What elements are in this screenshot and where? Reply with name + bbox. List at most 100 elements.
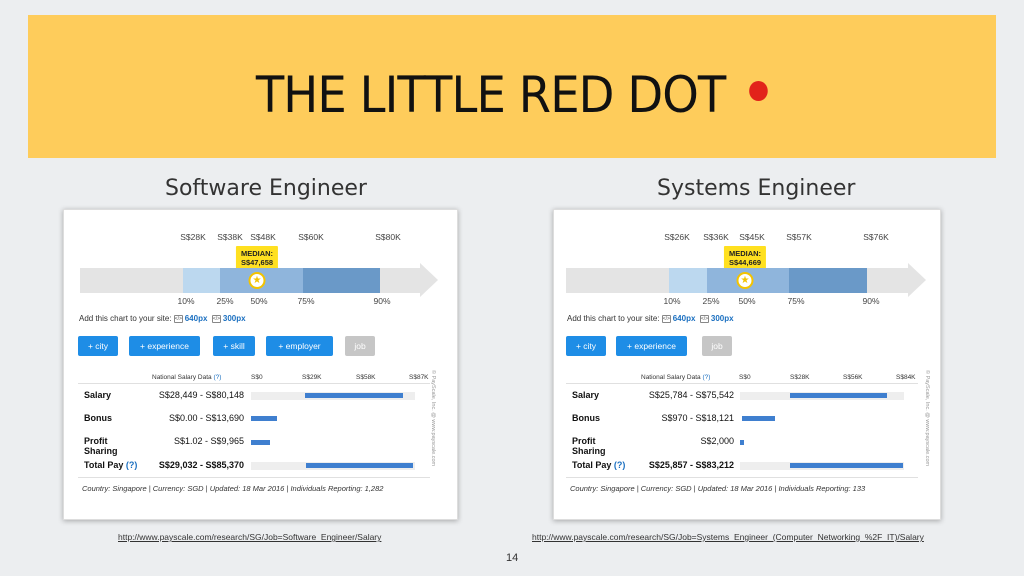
range-bar xyxy=(790,463,903,468)
row-value-profit: S$2,000 xyxy=(700,436,734,446)
right-job-heading: Systems Engineer xyxy=(657,176,856,201)
axis-label: S$0 xyxy=(251,374,263,381)
top-tick: S$80K xyxy=(375,232,401,242)
left-source-link[interactable]: http://www.payscale.com/research/SG/Job=… xyxy=(118,532,382,542)
range-track xyxy=(740,415,904,423)
band-10-25 xyxy=(669,268,707,293)
help-link[interactable]: (?) xyxy=(702,374,711,381)
top-tick: S$76K xyxy=(863,232,889,242)
range-track xyxy=(251,439,415,447)
range-track xyxy=(740,392,904,400)
job-button[interactable]: job xyxy=(702,336,732,356)
add-city-button[interactable]: + city xyxy=(78,336,118,356)
range-bar xyxy=(305,393,403,398)
bottom-tick: 75% xyxy=(787,296,805,306)
help-link[interactable]: (?) xyxy=(125,460,138,470)
row-value-total: S$29,032 - S$85,370 xyxy=(158,460,244,470)
top-tick: S$38K xyxy=(217,232,243,242)
range-track xyxy=(251,415,415,423)
range-bar xyxy=(251,416,277,421)
add-skill-button[interactable]: + skill xyxy=(213,336,255,356)
row-label-profit: Profit Sharing xyxy=(84,436,118,456)
job-button[interactable]: job xyxy=(345,336,375,356)
range-bar xyxy=(251,440,270,445)
embed-300-link[interactable]: 300px xyxy=(710,314,734,323)
range-bar xyxy=(306,463,413,468)
embed-640-link[interactable]: 640px xyxy=(672,314,696,323)
red-dot-icon xyxy=(749,80,769,101)
range-track xyxy=(740,462,904,470)
table-header: National Salary Data (?) xyxy=(152,374,221,381)
axis-label: S$58K xyxy=(356,374,376,381)
row-value-salary: S$28,449 - S$80,148 xyxy=(158,390,244,400)
embed-code-icon: </> xyxy=(699,314,709,323)
median-star-icon: ★ xyxy=(736,272,754,289)
bottom-tick: 50% xyxy=(738,296,756,306)
divider xyxy=(78,477,430,478)
range-track xyxy=(251,462,415,470)
add-employer-button[interactable]: + employer xyxy=(266,336,333,356)
page-number: 14 xyxy=(506,552,519,564)
right-source-link[interactable]: http://www.payscale.com/research/SG/Job=… xyxy=(532,532,924,542)
left-job-heading: Software Engineer xyxy=(165,176,367,201)
add-chart-row: Add this chart to your site: </> 640px </… xyxy=(79,314,246,323)
row-label-total-text: Total Pay xyxy=(84,460,124,470)
row-value-bonus: S$970 - S$18,121 xyxy=(661,413,734,423)
row-label-total: Total Pay (?) xyxy=(572,460,625,470)
bottom-tick: 10% xyxy=(663,296,681,306)
band-75-90 xyxy=(303,268,380,293)
add-experience-button[interactable]: + experience xyxy=(129,336,200,356)
range-bar xyxy=(790,393,887,398)
bottom-tick: 90% xyxy=(373,296,391,306)
top-tick: S$48K xyxy=(250,232,276,242)
row-label-profit: Profit Sharing xyxy=(572,436,606,456)
axis-label: S$29K xyxy=(302,374,322,381)
bottom-tick: 75% xyxy=(297,296,315,306)
band-10-25 xyxy=(183,268,220,293)
table-header: National Salary Data (?) xyxy=(641,374,710,381)
watermark: © PayScale, Inc. @ www.payscale.com xyxy=(430,370,436,467)
top-tick: S$57K xyxy=(786,232,812,242)
add-chart-label: Add this chart to your site: xyxy=(79,314,172,323)
top-tick: S$45K xyxy=(739,232,765,242)
axis-label: S$87K xyxy=(409,374,429,381)
slide-title-text: THE LITTLE RED DOT xyxy=(255,66,726,124)
bottom-tick: 25% xyxy=(216,296,234,306)
row-label-salary: Salary xyxy=(572,390,600,400)
divider xyxy=(566,477,918,478)
help-link[interactable]: (?) xyxy=(613,460,626,470)
add-experience-button[interactable]: + experience xyxy=(616,336,687,356)
range-track xyxy=(251,392,415,400)
watermark: © PayScale, Inc. @ www.payscale.com xyxy=(924,370,930,467)
axis-label: S$0 xyxy=(739,374,751,381)
top-tick: S$60K xyxy=(298,232,324,242)
bottom-tick: 90% xyxy=(862,296,880,306)
axis-label: S$28K xyxy=(790,374,810,381)
top-tick: S$36K xyxy=(703,232,729,242)
row-label-total: Total Pay (?) xyxy=(84,460,137,470)
embed-code-icon: </> xyxy=(211,314,221,323)
range-track xyxy=(740,439,904,447)
table-header-text: National Salary Data xyxy=(152,374,212,381)
arrow-head-icon xyxy=(420,263,438,297)
add-city-button[interactable]: + city xyxy=(566,336,606,356)
row-value-total: S$25,857 - S$83,212 xyxy=(648,460,734,470)
embed-300-link[interactable]: 300px xyxy=(222,314,246,323)
help-link[interactable]: (?) xyxy=(213,374,222,381)
slide-title: THE LITTLE RED DOT xyxy=(36,66,988,124)
row-label-total-text: Total Pay xyxy=(572,460,612,470)
embed-640-link[interactable]: 640px xyxy=(184,314,208,323)
salary-range-arrow: ★ xyxy=(566,263,926,297)
range-bar xyxy=(740,440,744,445)
bottom-tick: 10% xyxy=(177,296,195,306)
title-banner xyxy=(28,15,996,158)
arrow-head-icon xyxy=(908,263,926,297)
row-value-salary: S$25,784 - S$75,542 xyxy=(648,390,734,400)
median-star-icon: ★ xyxy=(248,272,266,289)
divider xyxy=(78,383,430,384)
top-tick: S$28K xyxy=(180,232,206,242)
row-value-profit: S$1.02 - S$9,965 xyxy=(173,436,244,446)
divider xyxy=(566,383,918,384)
embed-code-icon: </> xyxy=(661,314,671,323)
band-75-90 xyxy=(789,268,867,293)
